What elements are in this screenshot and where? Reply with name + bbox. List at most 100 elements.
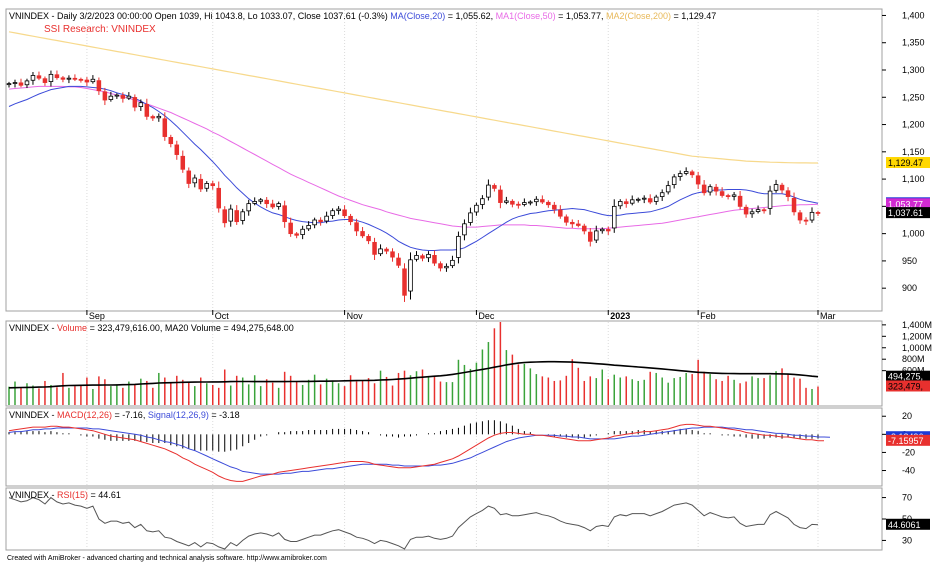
candle-body — [306, 225, 311, 230]
candle-body — [324, 215, 329, 222]
candle-body — [456, 235, 461, 258]
volume-y-tick-label: 1,000M — [902, 343, 932, 353]
candle-body — [552, 204, 557, 210]
candle-body — [378, 248, 383, 255]
candle-body — [336, 208, 341, 211]
candle-body — [240, 211, 245, 221]
price-value-2-tag: 1,053.77 — [886, 198, 930, 210]
price-value-3-tag-bg — [886, 207, 930, 219]
candle-body — [198, 178, 204, 190]
volume-value-1-tag: 323,479, — [886, 380, 930, 392]
candle-body — [90, 78, 96, 83]
candle-body — [132, 97, 138, 108]
candle-body — [348, 215, 353, 223]
candle-body — [755, 209, 761, 212]
candle-body — [72, 77, 78, 80]
candle-body — [641, 197, 647, 200]
price-title-ma50-value: = 1,053.77, — [558, 11, 603, 21]
candle-body — [366, 236, 371, 242]
candle-body — [84, 79, 90, 83]
candle-body — [330, 210, 335, 216]
price-y-tick-label: 1,200 — [902, 120, 925, 130]
candle-body — [504, 200, 509, 203]
candle-body — [815, 212, 821, 214]
candle-body — [162, 118, 168, 137]
rsi-value-0-tag-bg — [886, 518, 930, 530]
candle-body — [707, 186, 713, 193]
candle-body — [623, 201, 629, 205]
candle-body — [30, 75, 36, 81]
macd-line — [8, 423, 825, 482]
price-y-tick-label: 1,100 — [902, 174, 925, 184]
candle-body — [126, 95, 132, 99]
price-panel-frame — [5, 8, 883, 312]
rsi-value-0-tag: 44.6061 — [886, 518, 930, 530]
candle-body — [713, 186, 719, 192]
volume-ma20-line — [8, 360, 819, 389]
candle-body — [671, 176, 677, 185]
price-value-0-tag-label: 1,129.47 — [888, 158, 923, 168]
candle-body — [462, 223, 467, 236]
candle-body — [438, 263, 443, 269]
rsi-value-0-tag-label: 44.6061 — [888, 520, 921, 530]
candle-body — [564, 216, 569, 223]
candle-body — [66, 77, 72, 80]
volume-title-values: = 323,479,616.00, MA20 Volume = 494,275,… — [90, 323, 294, 333]
candle-body — [725, 195, 731, 197]
candle-body — [270, 203, 275, 208]
candle-body — [294, 233, 299, 236]
candle-body — [258, 199, 263, 202]
candle-body — [414, 255, 419, 260]
candle-body — [540, 199, 545, 203]
candle-body — [468, 212, 473, 223]
macd-title-signal: Signal(12,26,9) — [148, 410, 209, 420]
candle-body — [486, 184, 491, 198]
rsi-title-main: VNINDEX - — [9, 490, 57, 500]
candle-body — [546, 201, 551, 206]
candle-body — [773, 184, 779, 191]
candle-body — [737, 195, 743, 207]
candle-body — [797, 212, 803, 221]
price-title: VNINDEX - Daily 3/2/2023 00:00:00 Open 1… — [9, 11, 716, 21]
x-tick-label: 2023 — [610, 311, 630, 321]
candle-body — [342, 209, 347, 217]
candle-body — [576, 223, 581, 226]
footer-credit: Created with AmiBroker - advanced charti… — [7, 555, 327, 562]
macd-title-macd-value: = -7.16, — [115, 410, 148, 420]
macd-value-1-tag-label: -7.15957 — [888, 436, 924, 446]
candle-body — [743, 206, 749, 215]
candle-body — [480, 198, 485, 205]
candle-body — [444, 265, 449, 269]
candle-body — [96, 80, 102, 92]
macd-title: VNINDEX - MACD(12,26) = -7.16, Signal(12… — [9, 410, 240, 420]
candle-body — [78, 78, 84, 81]
candle-body — [635, 198, 641, 201]
price-y-tick-label: 1,400 — [902, 10, 925, 20]
volume-value-1-tag-bg — [886, 380, 930, 392]
volume-value-0-tag: 494,275, — [886, 370, 930, 382]
candle-body — [264, 199, 269, 205]
candle-body — [180, 155, 186, 170]
candle-body — [809, 211, 815, 221]
price-y-tick-label: 900 — [902, 283, 917, 293]
price-value-0-tag: 1,129.47 — [886, 157, 930, 169]
price-y-tick-label: 1,000 — [902, 229, 925, 239]
volume-bars-layer — [8, 322, 819, 405]
rsi-title: VNINDEX - RSI(15) = 44.61 — [9, 490, 121, 500]
candle-body — [24, 80, 30, 86]
candle-body — [18, 82, 24, 86]
macd-layer — [8, 420, 831, 482]
candle-body — [48, 73, 54, 82]
volume-title-main: VNINDEX - — [9, 323, 57, 333]
candle-body — [282, 205, 287, 223]
candle-body — [12, 82, 18, 84]
candle-body — [767, 190, 773, 209]
candle-body — [138, 102, 144, 107]
price-value-2-tag-bg — [886, 198, 930, 210]
candle-body — [150, 116, 156, 119]
x-tick-label: Sep — [89, 311, 105, 321]
price-title-ma20: MA(Close,20) — [390, 11, 445, 21]
macd-y-tick-label: -40 — [902, 466, 915, 476]
candle-body — [695, 175, 701, 185]
candle-body — [558, 209, 563, 217]
